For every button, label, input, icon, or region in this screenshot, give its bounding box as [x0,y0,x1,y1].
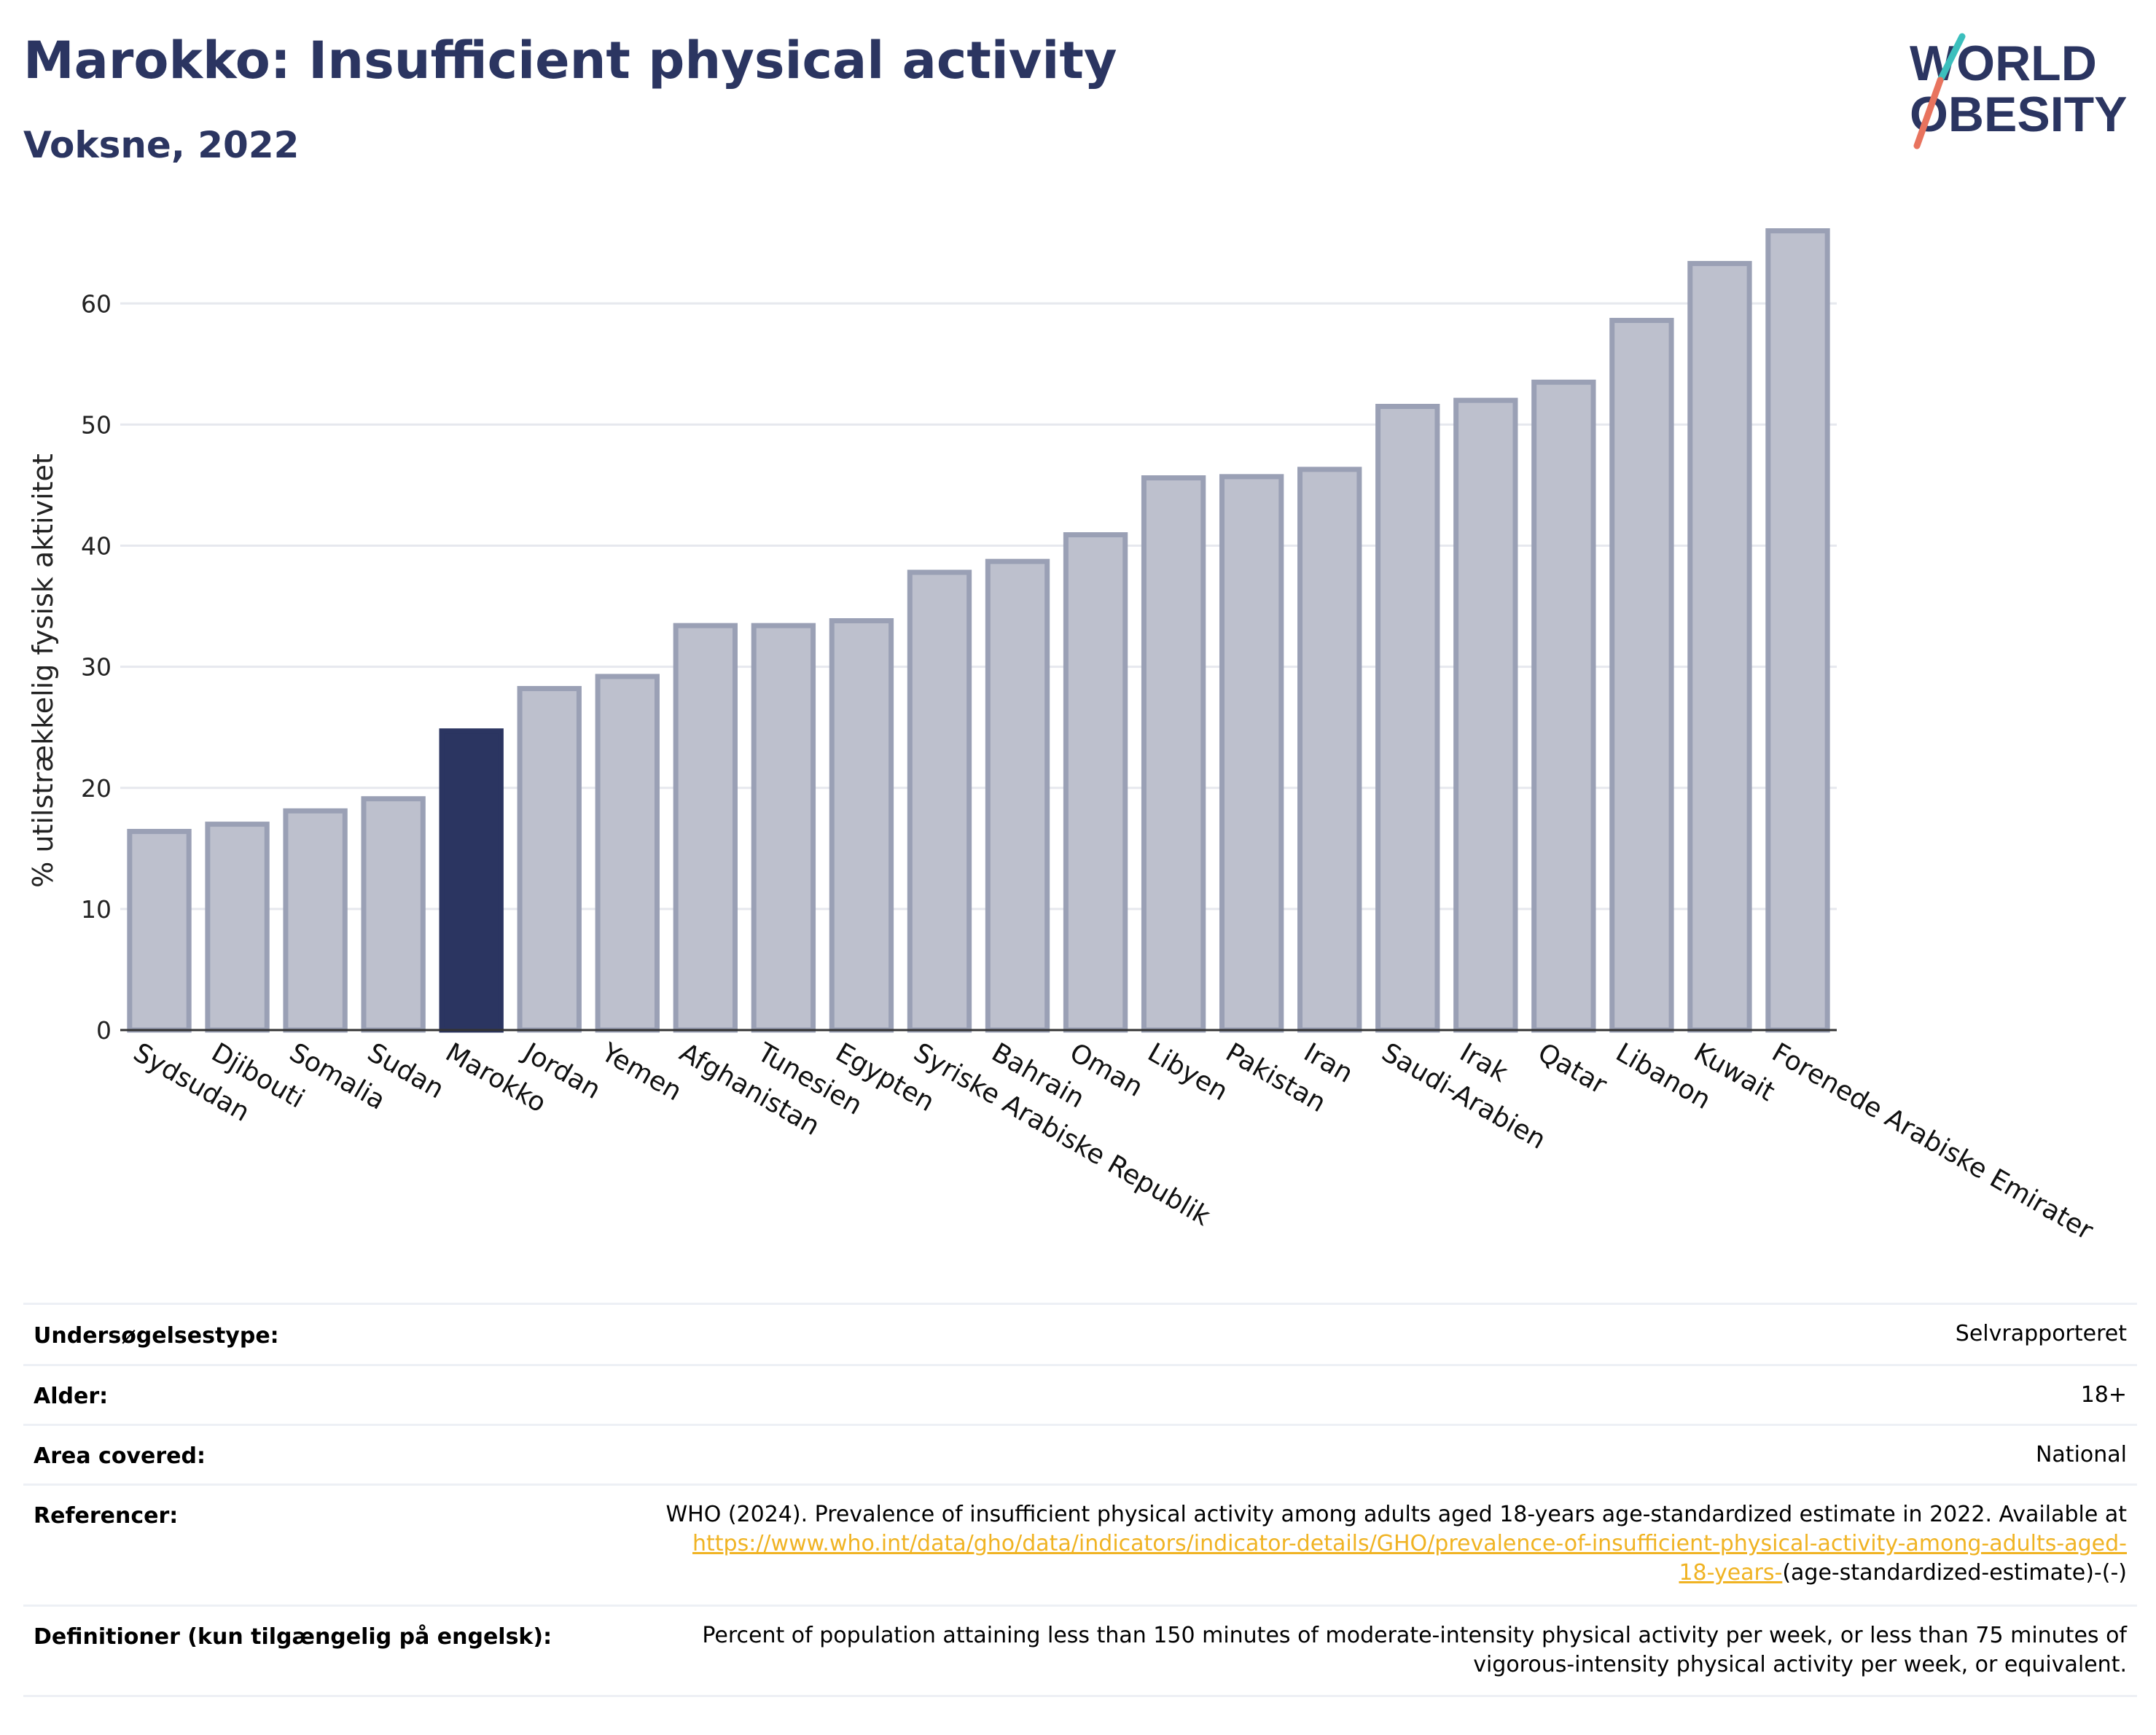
bar-chart: 0 10 20 30 40 50 60 SydsudanDjiboutiSomaliaSud… [27,228,2098,1246]
bar-tunesien [751,623,816,1033]
page-title: Marokko: Insufficient physical activity [23,31,1117,90]
bar-iran [1297,467,1362,1033]
definition-line-1: Percent of population attaining less tha… [702,1623,2127,1648]
info-value: National [587,1424,2137,1485]
definition-line-2: vigorous-intensity physical activity per… [1473,1652,2127,1677]
x-tick-label: Yemen [595,1037,687,1107]
info-row-survey-type: Undersøgelsestype: Selvrapporteret [23,1303,2137,1365]
y-tick-labels: 0 10 20 30 40 50 60 [81,289,112,1045]
bar-sudan [361,796,426,1033]
logo-slash-teal [1937,33,1966,84]
y-axis-label: % utilstrækkelig fysisk aktivitet [27,453,59,888]
y-tick-label: 0 [96,1016,112,1045]
world-obesity-logo: WORLD OBESITY [1910,33,2128,149]
info-key: Definitioner (kun tilgængelig på engelsk… [23,1605,587,1697]
x-tick-label: Qatar [1533,1037,1612,1100]
bar-djibouti [205,822,270,1033]
logo-line2: OBESITY [1910,87,2128,142]
bar-irak [1453,397,1518,1033]
bar-sydsudan [127,829,192,1033]
info-key: Alder: [23,1364,587,1425]
bar-qatar [1531,379,1596,1033]
info-row-definitions: Definitioner (kun tilgængelig på engelsk… [23,1605,2137,1697]
bar-afghanistan [673,623,738,1033]
bar-jordan [517,686,582,1033]
bar-saudi-arabien [1375,403,1440,1033]
page-subtitle: Voksne, 2022 [23,124,300,166]
info-table: Undersøgelsestype: Selvrapporteret Alder… [23,1303,2137,1697]
reference-link[interactable]: https://www.who.int/data/gho/data/indica… [692,1531,2127,1556]
x-tick-labels: SydsudanDjiboutiSomaliaSudanMarokkoJorda… [128,1037,2098,1246]
bar-egypten [829,618,894,1033]
reference-text: WHO (2024). Prevalence of insufficient p… [665,1502,2127,1527]
bar-somalia [283,808,348,1033]
logo-slash-coral [1913,77,1944,149]
bar-oman [1063,532,1128,1033]
info-key: Area covered: [23,1424,587,1485]
y-tick-label: 60 [81,289,112,318]
reference-suffix: (age-standardized-estimate)-(-) [1782,1560,2127,1586]
bar-libyen [1141,475,1206,1033]
bar-syriske-arabiske-republik [907,569,972,1033]
info-row-age: Alder: 18+ [23,1364,2137,1425]
x-tick-label: Forenede Arabiske Emirater [1767,1037,2098,1246]
bar-libanon [1609,318,1674,1033]
info-key: Referencer: [23,1483,587,1606]
info-row-area: Area covered: National [23,1424,2137,1485]
info-value: 18+ [587,1364,2137,1425]
y-tick-label: 20 [81,774,112,803]
y-tick-label: 30 [81,653,112,682]
y-tick-label: 40 [81,532,112,561]
y-tick-label: 10 [81,895,112,924]
bar-kuwait [1687,260,1752,1033]
bar-bahrain [985,558,1050,1033]
x-tick-label: Libyen [1143,1037,1233,1107]
reference-link-continued[interactable]: 18-years- [1679,1560,1783,1586]
info-value: Selvrapporteret [587,1303,2137,1365]
bar-pakistan [1219,474,1284,1033]
bar-marokko [439,728,504,1033]
info-key: Undersøgelsestype: [23,1303,587,1365]
y-tick-label: 50 [81,410,112,439]
info-row-references: Referencer: WHO (2024). Prevalence of in… [23,1483,2137,1606]
bar-forenede-arabiske-emirater [1765,228,1830,1033]
bar-yemen [595,674,660,1033]
bars [127,228,1830,1033]
